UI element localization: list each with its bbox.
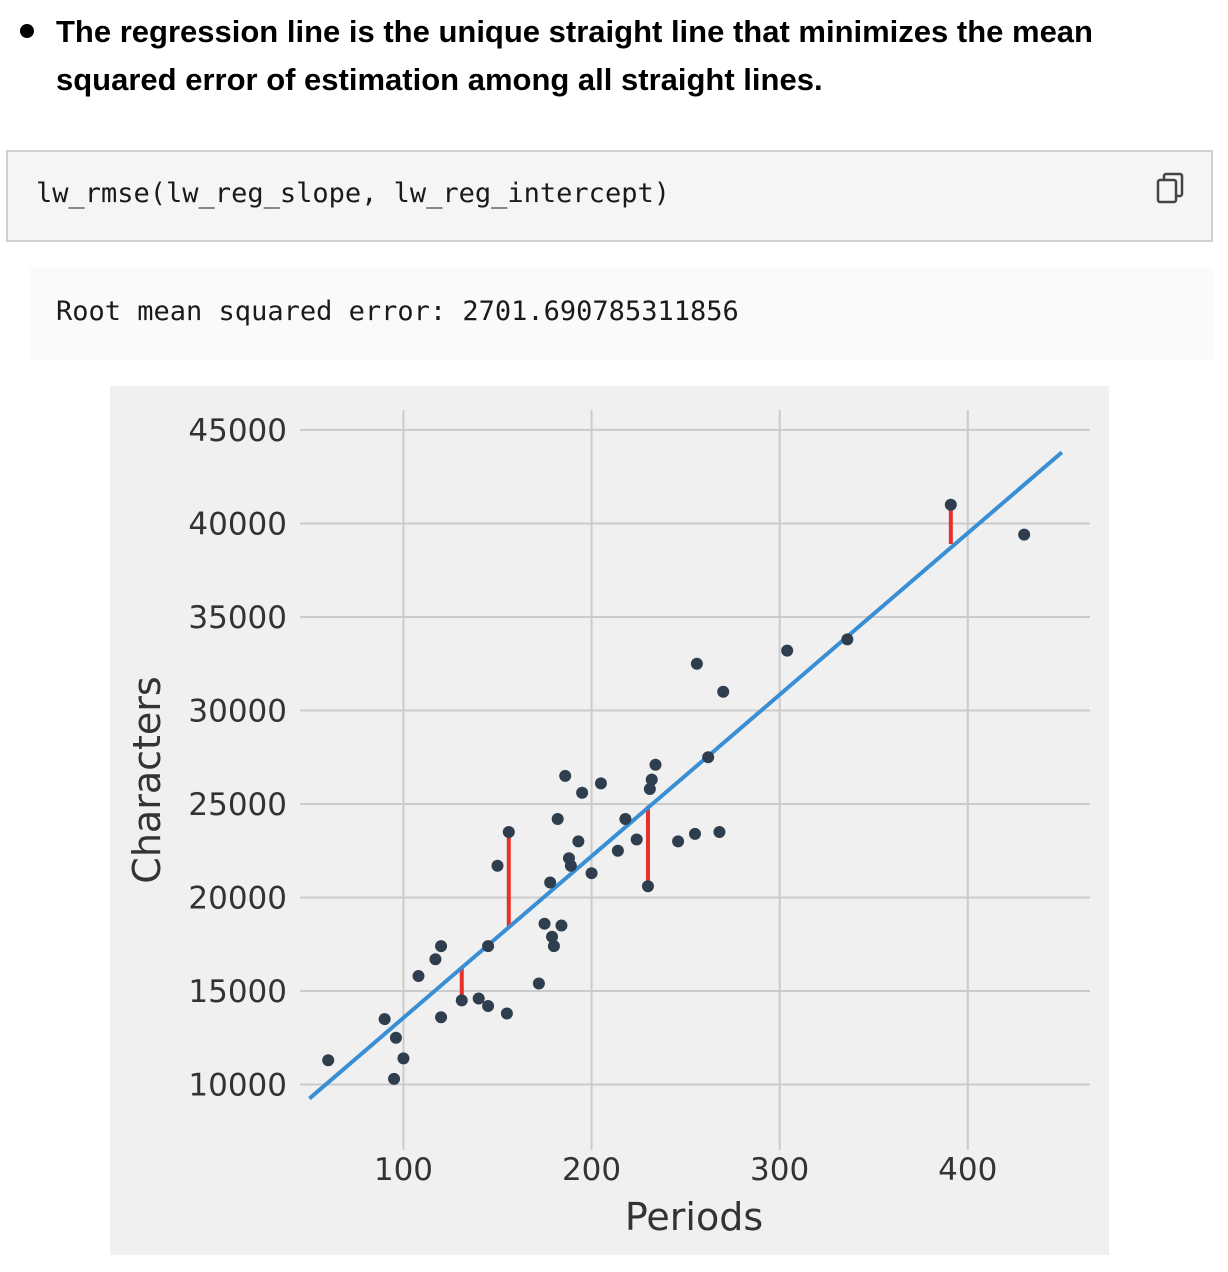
- error-segments: [459, 504, 953, 1001]
- x-axis-label: Periods: [625, 1195, 763, 1239]
- data-point: [944, 498, 957, 511]
- y-tick-label: 40000: [188, 506, 287, 542]
- data-point: [649, 758, 662, 771]
- x-tick-labels: 100 200 300 400: [374, 1152, 997, 1188]
- data-point: [713, 826, 726, 839]
- data-point: [435, 1011, 448, 1024]
- plot-background: [110, 386, 1109, 1255]
- y-tick-label: 20000: [188, 881, 287, 917]
- data-point: [397, 1052, 410, 1065]
- copy-icon: [1156, 172, 1184, 204]
- data-point: [322, 1054, 335, 1067]
- data-point: [544, 876, 557, 889]
- x-tick-label: 100: [374, 1152, 433, 1188]
- data-point: [455, 994, 468, 1007]
- data-point: [572, 835, 585, 848]
- data-point: [378, 1013, 391, 1026]
- x-tick-label: 300: [750, 1152, 809, 1188]
- bullet-text: The regression line is the unique straig…: [56, 14, 1093, 97]
- x-tick-label: 400: [938, 1152, 997, 1188]
- data-point: [551, 812, 564, 825]
- data-point: [564, 859, 577, 872]
- y-tick-labels: 10000 15000 20000 25000 30000 35000 40000 45000: [188, 413, 287, 1104]
- y-tick-label: 25000: [188, 787, 287, 823]
- data-point: [643, 783, 656, 796]
- data-point: [672, 835, 685, 848]
- data-point: [841, 633, 854, 646]
- regression-line-group: [308, 450, 1064, 1101]
- data-point: [435, 940, 448, 953]
- data-point: [619, 812, 632, 825]
- data-point: [585, 867, 598, 880]
- data-point: [532, 977, 545, 990]
- data-point: [781, 644, 794, 657]
- data-point: [482, 940, 495, 953]
- code-text[interactable]: lw_rmse(lw_reg_slope, lw_reg_intercept): [36, 178, 670, 209]
- regression-line: [308, 450, 1064, 1101]
- data-point: [702, 751, 715, 764]
- data-point: [559, 769, 572, 782]
- data-point: [412, 970, 425, 983]
- data-point: [594, 777, 607, 790]
- data-point: [482, 999, 495, 1012]
- data-point: [689, 827, 701, 840]
- data-point: [546, 930, 559, 943]
- data-point: [538, 917, 551, 930]
- data-point: [641, 880, 654, 893]
- y-tick-label: 35000: [188, 600, 287, 636]
- data-point: [429, 953, 442, 966]
- code-cell[interactable]: lw_rmse(lw_reg_slope, lw_reg_intercept): [6, 150, 1213, 242]
- data-point: [555, 919, 568, 932]
- data-point: [1018, 528, 1031, 541]
- y-axis-label: Characters: [125, 676, 169, 883]
- data-point: [645, 773, 658, 786]
- output-text: Root mean squared error: 2701.6907853118…: [56, 296, 739, 327]
- data-points: [322, 498, 1031, 1085]
- y-tick-label: 15000: [188, 974, 287, 1010]
- y-tick-label: 45000: [188, 413, 287, 449]
- y-tick-label: 10000: [188, 1068, 287, 1104]
- data-point: [547, 940, 560, 953]
- data-point: [611, 844, 624, 857]
- data-point: [690, 657, 703, 670]
- data-point: [388, 1072, 401, 1085]
- data-point: [389, 1031, 402, 1044]
- output-cell: Root mean squared error: 2701.6907853118…: [30, 268, 1214, 360]
- x-tick-label: 200: [562, 1152, 621, 1188]
- copy-button[interactable]: [1151, 168, 1191, 208]
- data-point: [472, 992, 485, 1005]
- data-point: [502, 826, 515, 839]
- data-point: [717, 685, 730, 698]
- data-point: [500, 1007, 513, 1020]
- y-tick-label: 30000: [188, 693, 287, 729]
- bullet-icon: [20, 24, 34, 38]
- data-point: [491, 859, 504, 872]
- data-point: [630, 833, 643, 846]
- data-point: [576, 786, 589, 799]
